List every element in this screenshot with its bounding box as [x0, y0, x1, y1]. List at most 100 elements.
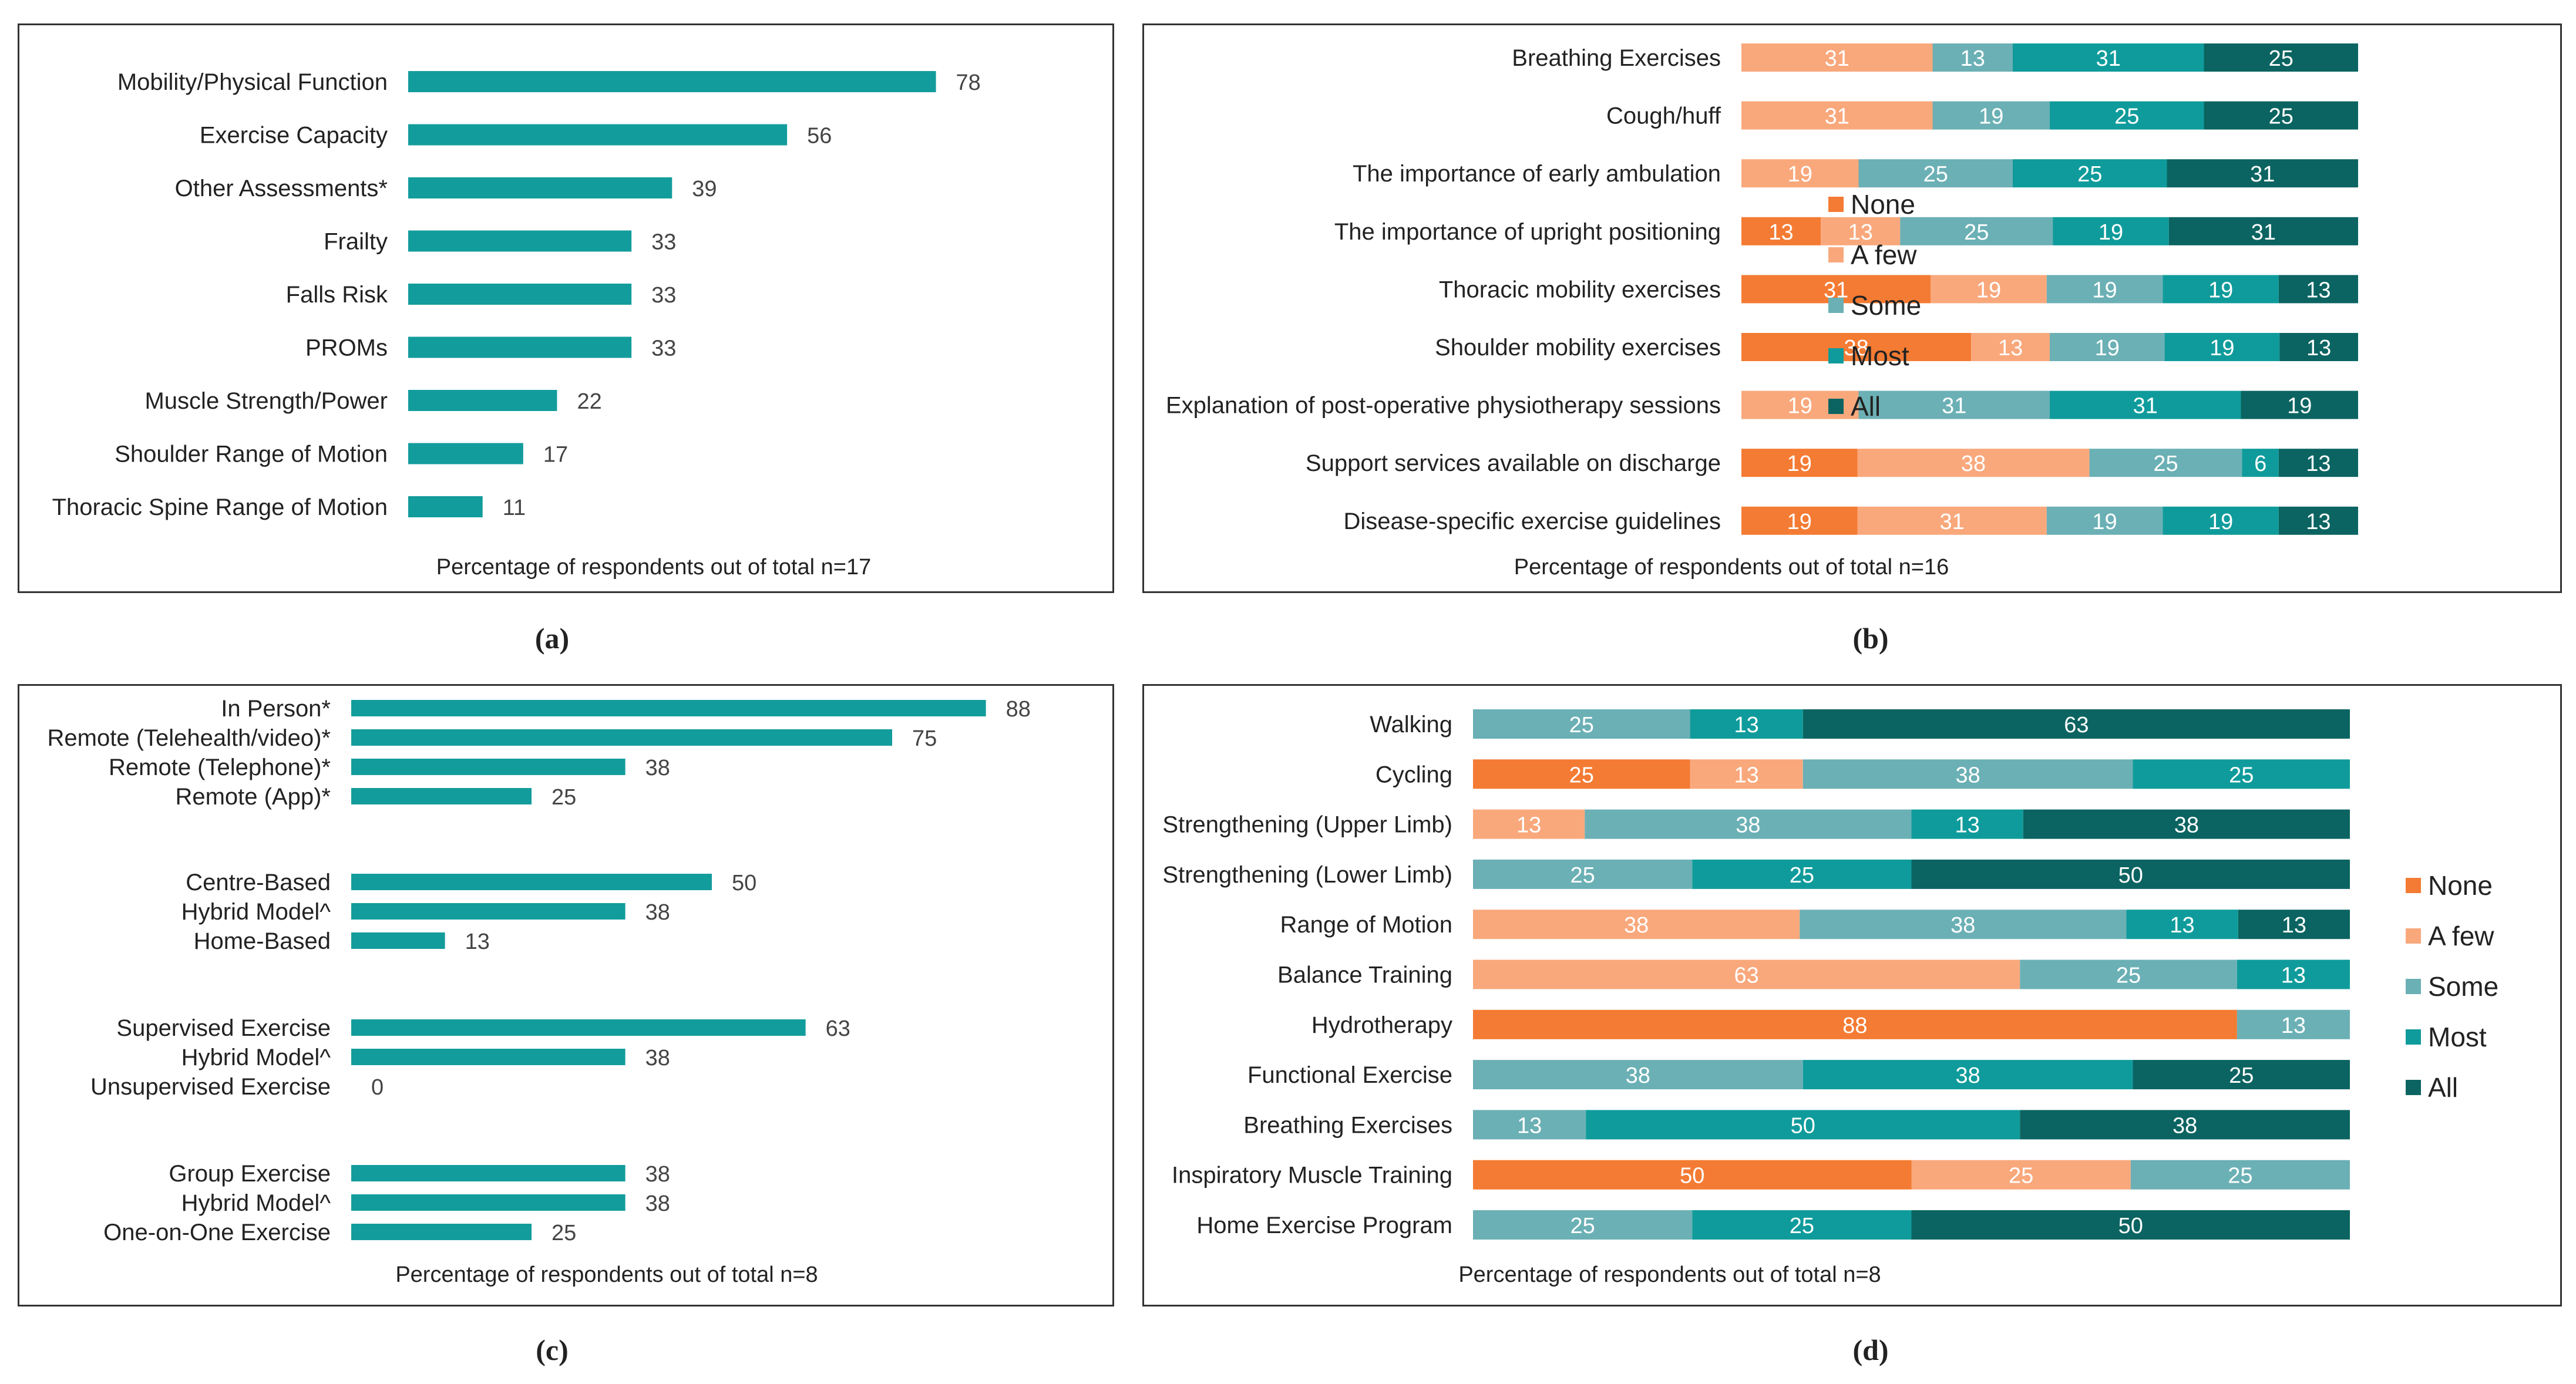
bar-disease-specific-exercise-guidelines-none — [1741, 506, 1858, 535]
bar-functional-exercise-most — [1802, 1060, 2133, 1090]
value-label-breathing-exercises-all: 38 — [2173, 1113, 2197, 1138]
bar-thoracic-mobility-exercises-a-few — [1931, 275, 2047, 304]
legend-swatch-all — [2406, 1080, 2421, 1095]
bar-shoulder-mobility-exercises-most — [2164, 333, 2280, 361]
value-label-g2-centre-based: 50 — [732, 871, 756, 895]
value-label-inspiratory-muscle-training-some: 25 — [2228, 1164, 2252, 1188]
value-label-the-importance-of-upright-positioning-a-few: 13 — [1848, 220, 1873, 245]
bar-cycling-some — [1802, 759, 2133, 789]
bar-walking-some — [1473, 709, 1690, 739]
value-label-g1-in-person: 88 — [1006, 697, 1031, 722]
value-label-disease-specific-exercise-guidelines-all: 13 — [2306, 510, 2330, 534]
bar-home-exercise-program-some — [1473, 1210, 1693, 1240]
category-label-the-importance-of-upright-positioning: The importance of upright positioning — [1334, 219, 1721, 245]
category-label-falls-risk: Falls Risk — [286, 282, 388, 308]
category-label-g3-unsupervised-exercise: Unsupervised Exercise — [90, 1074, 331, 1100]
bar-cough-huff-a-few — [1741, 101, 1933, 130]
value-label-shoulder-mobility-exercises-none: 38 — [1844, 336, 1868, 361]
value-label-walking-all: 63 — [2064, 713, 2089, 738]
category-label-functional-exercise: Functional Exercise — [1247, 1062, 1452, 1088]
category-label-cough-huff: Cough/huff — [1606, 103, 1721, 129]
value-label-cough-huff-most: 25 — [2114, 105, 2139, 129]
bar-cough-huff-all — [2204, 101, 2358, 130]
value-label-shoulder-mobility-exercises-most: 19 — [2210, 336, 2234, 361]
legend-label-some: Some — [1851, 290, 1921, 321]
value-label-proms: 33 — [651, 336, 676, 361]
caption-d: (d) — [1852, 1334, 1889, 1366]
value-label-g2-hybrid-model: 38 — [645, 900, 670, 925]
legend-label-most: Most — [1851, 341, 1909, 371]
bar-the-importance-of-upright-positioning-most — [2053, 217, 2169, 245]
bar-balance-training-some — [2020, 959, 2237, 989]
value-label-range-of-motion-a-few: 38 — [1624, 913, 1649, 938]
value-label-cycling-a-few: 13 — [1734, 763, 1758, 787]
bar-strengthening-upper-limb-a-few — [1473, 809, 1585, 839]
bar-frailty — [408, 230, 632, 252]
bar-breathing-exercises-all — [2020, 1110, 2350, 1140]
legend-label-most: Most — [2428, 1022, 2487, 1052]
category-label-g4-hybrid-model: Hybrid Model^ — [181, 1190, 331, 1216]
bar-cough-huff-some — [1932, 101, 2050, 130]
bar-proms — [408, 336, 632, 358]
value-label-g4-one-on-one-exercise: 25 — [551, 1221, 576, 1245]
bar-inspiratory-muscle-training-none — [1473, 1160, 1912, 1190]
value-label-g1-remote-telephone: 38 — [645, 756, 670, 780]
category-label-g1-remote-app: Remote (App)* — [175, 784, 331, 810]
value-label-strengthening-upper-limb-all: 38 — [2174, 813, 2199, 838]
value-label-cycling-most: 25 — [2229, 763, 2254, 787]
value-label-functional-exercise-all: 25 — [2229, 1063, 2254, 1088]
value-label-g4-group-exercise: 38 — [645, 1162, 670, 1187]
legend-label-some: Some — [2428, 971, 2498, 1002]
panel-c: In Person* 88 Remote (Telehealth/video)* 75… — [18, 684, 1114, 1306]
category-label-shoulder-range-of-motion: Shoulder Range of Motion — [115, 442, 388, 467]
value-label-inspiratory-muscle-training-none: 50 — [1680, 1164, 1704, 1188]
bar-range-of-motion-most — [2126, 910, 2238, 939]
category-label-thoracic-mobility-exercises: Thoracic mobility exercises — [1439, 277, 1721, 302]
bar-strengthening-upper-limb-all — [2023, 809, 2350, 839]
category-label-g2-centre-based: Centre-Based — [186, 870, 331, 895]
bar-the-importance-of-early-ambulation-all — [2167, 159, 2358, 188]
bar-strengthening-lower-limb-some — [1473, 859, 1693, 889]
value-label-strengthening-upper-limb-a-few: 13 — [1516, 813, 1541, 838]
bar-cycling-none — [1473, 759, 1690, 789]
value-label-inspiratory-muscle-training-a-few: 25 — [2009, 1164, 2033, 1188]
bar-support-services-available-on-discharge-some — [2089, 449, 2242, 477]
bar-the-importance-of-early-ambulation-some — [1858, 159, 2013, 188]
value-label-g3-supervised-exercise: 63 — [826, 1016, 850, 1041]
legend-swatch-most — [1828, 348, 1844, 363]
bar-range-of-motion-some — [1800, 910, 2127, 939]
value-label-g3-unsupervised-exercise: 0 — [371, 1075, 384, 1100]
bar-inspiratory-muscle-training-some — [2130, 1160, 2350, 1190]
bar-walking-most — [1690, 709, 1803, 739]
bar-the-importance-of-upright-positioning-all — [2168, 217, 2358, 245]
bar-g4-hybrid-model — [351, 1194, 625, 1211]
bar-support-services-available-on-discharge-none — [1741, 449, 1858, 477]
bar-g2-hybrid-model — [351, 903, 625, 920]
legend-label-none: None — [2428, 870, 2493, 901]
chart-b: Breathing Exercises 31 13 31 25 Cough/huff 31 1… — [1166, 43, 2358, 580]
value-label-functional-exercise-some: 38 — [1626, 1063, 1650, 1088]
bar-strengthening-upper-limb-some — [1585, 809, 1912, 839]
value-label-strengthening-lower-limb-most: 25 — [1790, 863, 1814, 888]
bar-the-importance-of-upright-positioning-some — [1900, 217, 2053, 245]
value-label-range-of-motion-most: 13 — [2170, 913, 2194, 938]
value-label-cough-huff-a-few: 31 — [1825, 105, 1849, 129]
category-label-strengthening-upper-limb: Strengthening (Upper Limb) — [1162, 812, 1452, 838]
category-label-g4-one-on-one-exercise: One-on-One Exercise — [103, 1220, 331, 1245]
bar-strengthening-lower-limb-all — [1911, 859, 2350, 889]
bar-g1-in-person — [351, 700, 986, 716]
value-label-shoulder-mobility-exercises-a-few: 13 — [1998, 336, 2023, 361]
value-label-thoracic-mobility-exercises-some: 19 — [2092, 278, 2117, 302]
value-label-hydrotherapy-none: 88 — [1842, 1013, 1867, 1038]
value-label-exercise-capacity: 56 — [807, 124, 832, 149]
panel-b: Breathing Exercises 31 13 31 25 Cough/huff 31 1… — [1142, 23, 2562, 593]
bar-home-exercise-program-all — [1911, 1210, 2350, 1240]
bar-g1-remote-telehealth-video — [351, 729, 892, 746]
category-label-mobility-physical-function: Mobility/Physical Function — [117, 69, 388, 95]
category-label-cycling: Cycling — [1376, 762, 1452, 787]
value-label-g2-home-based: 13 — [465, 930, 490, 954]
value-label-thoracic-mobility-exercises-most: 19 — [2208, 278, 2233, 302]
bar-shoulder-range-of-motion — [408, 443, 523, 464]
category-label-range-of-motion: Range of Motion — [1280, 912, 1452, 938]
bar-range-of-motion-a-few — [1473, 910, 1800, 939]
